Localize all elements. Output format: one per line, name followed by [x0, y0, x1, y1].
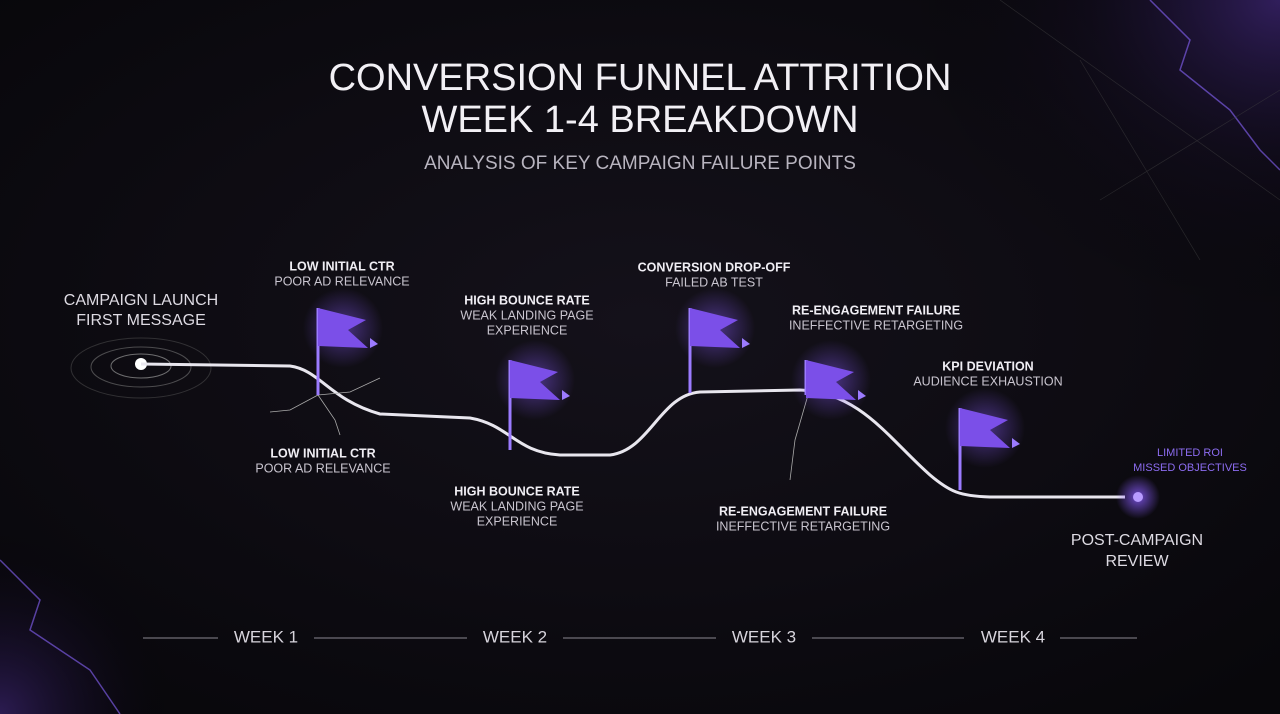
flag — [806, 360, 856, 400]
end-label: POST-CAMPAIGN — [1071, 532, 1203, 549]
flag-detail: FAILED AB TEST — [665, 275, 763, 289]
outcome: LIMITED ROI — [1157, 447, 1223, 459]
flag — [318, 308, 368, 348]
impact-title: LOW INITIAL CTR — [270, 446, 375, 460]
flag — [690, 308, 740, 348]
flag-title: KPI DEVIATION — [942, 359, 1033, 373]
impact-detail: WEAK LANDING PAGE — [450, 499, 583, 513]
title: WEEK 1-4 BREAKDOWN — [421, 99, 858, 141]
flag-detail: EXPERIENCE — [487, 323, 568, 337]
flag-title: CONVERSION DROP-OFF — [638, 260, 791, 274]
week-label: WEEK 1 — [234, 627, 298, 646]
impact-detail: EXPERIENCE — [477, 514, 558, 528]
start-label: FIRST MESSAGE — [76, 312, 206, 329]
cracks — [269, 377, 809, 481]
impact-title: HIGH BOUNCE RATE — [454, 484, 579, 498]
glow-corner — [900, 0, 1280, 320]
end-label: REVIEW — [1105, 553, 1169, 570]
week-label: WEEK 4 — [981, 627, 1045, 646]
glow-corner — [0, 400, 300, 714]
week-label: WEEK 2 — [483, 627, 547, 646]
flag-title: HIGH BOUNCE RATE — [464, 293, 589, 307]
subtitle: ANALYSIS OF KEY CAMPAIGN FAILURE POINTS — [424, 153, 856, 174]
start-node — [70, 337, 212, 399]
flag-title: LOW INITIAL CTR — [289, 259, 394, 273]
flag-detail: AUDIENCE EXHAUSTION — [913, 374, 1062, 388]
flag — [510, 360, 560, 400]
flag — [960, 408, 1010, 448]
flag-detail: INEFFECTIVE RETARGETING — [789, 318, 963, 332]
flag-shard — [858, 390, 866, 400]
end-node — [1133, 492, 1143, 502]
flag-shard — [742, 338, 750, 348]
week-label: WEEK 3 — [732, 627, 796, 646]
flag-title: RE-ENGAGEMENT FAILURE — [792, 303, 960, 317]
start-label: CAMPAIGN LAUNCH — [64, 292, 218, 309]
flag-shard — [562, 390, 570, 400]
title: CONVERSION FUNNEL ATTRITION — [329, 57, 952, 99]
flag-detail: WEAK LANDING PAGE — [460, 308, 593, 322]
funnel-path — [140, 362, 1125, 499]
network-lines — [999, 0, 1280, 261]
flag-detail: POOR AD RELEVANCE — [274, 274, 409, 288]
impact-title: RE-ENGAGEMENT FAILURE — [719, 504, 887, 518]
impact-detail: INEFFECTIVE RETARGETING — [716, 519, 890, 533]
flag-shard — [1012, 438, 1020, 448]
outcome: MISSED OBJECTIVES — [1133, 462, 1247, 474]
impact-detail: POOR AD RELEVANCE — [255, 461, 390, 475]
flag-shard — [370, 338, 378, 348]
